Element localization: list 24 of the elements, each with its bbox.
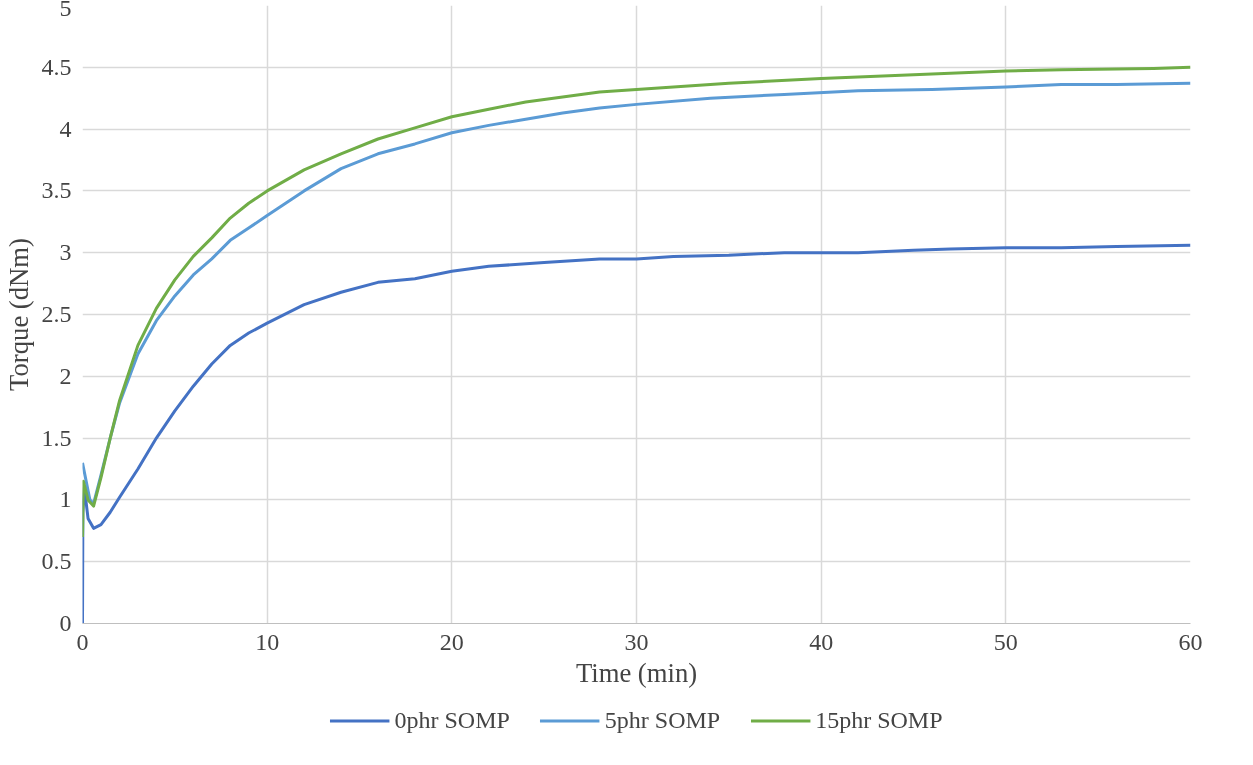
legend-label: 15phr SOMP — [815, 706, 943, 734]
y-tick-label: 3 — [59, 239, 72, 266]
x-tick-label: 0 — [76, 628, 89, 655]
y-tick-label: 4.5 — [41, 53, 72, 80]
y-tick-label: 1 — [59, 486, 72, 513]
legend-label: 5phr SOMP — [604, 706, 721, 734]
y-tick-label: 0 — [59, 610, 72, 636]
y-tick-label: 2.5 — [41, 301, 72, 327]
x-tick-label: 20 — [439, 628, 464, 655]
x-tick-label: 50 — [993, 628, 1018, 655]
x-tick-label: 10 — [255, 628, 280, 655]
y-tick-label: 5 — [59, 0, 72, 21]
y-tick-label: 2 — [59, 362, 72, 389]
y-tick-label: 3.5 — [41, 177, 72, 204]
y-tick-label: 4 — [59, 115, 72, 142]
x-tick-label: 60 — [1178, 628, 1203, 655]
y-tick-label: 1.5 — [41, 424, 72, 451]
x-axis-title: Time (min) — [575, 657, 698, 688]
legend-label: 0phr SOMP — [394, 706, 510, 734]
y-axis-title: Torque (dNm) — [3, 238, 34, 391]
x-tick-label: 40 — [809, 628, 834, 655]
line-series — [82, 243, 1191, 624]
y-tick-label: 0.5 — [41, 548, 72, 575]
x-tick-label: 30 — [624, 628, 649, 655]
